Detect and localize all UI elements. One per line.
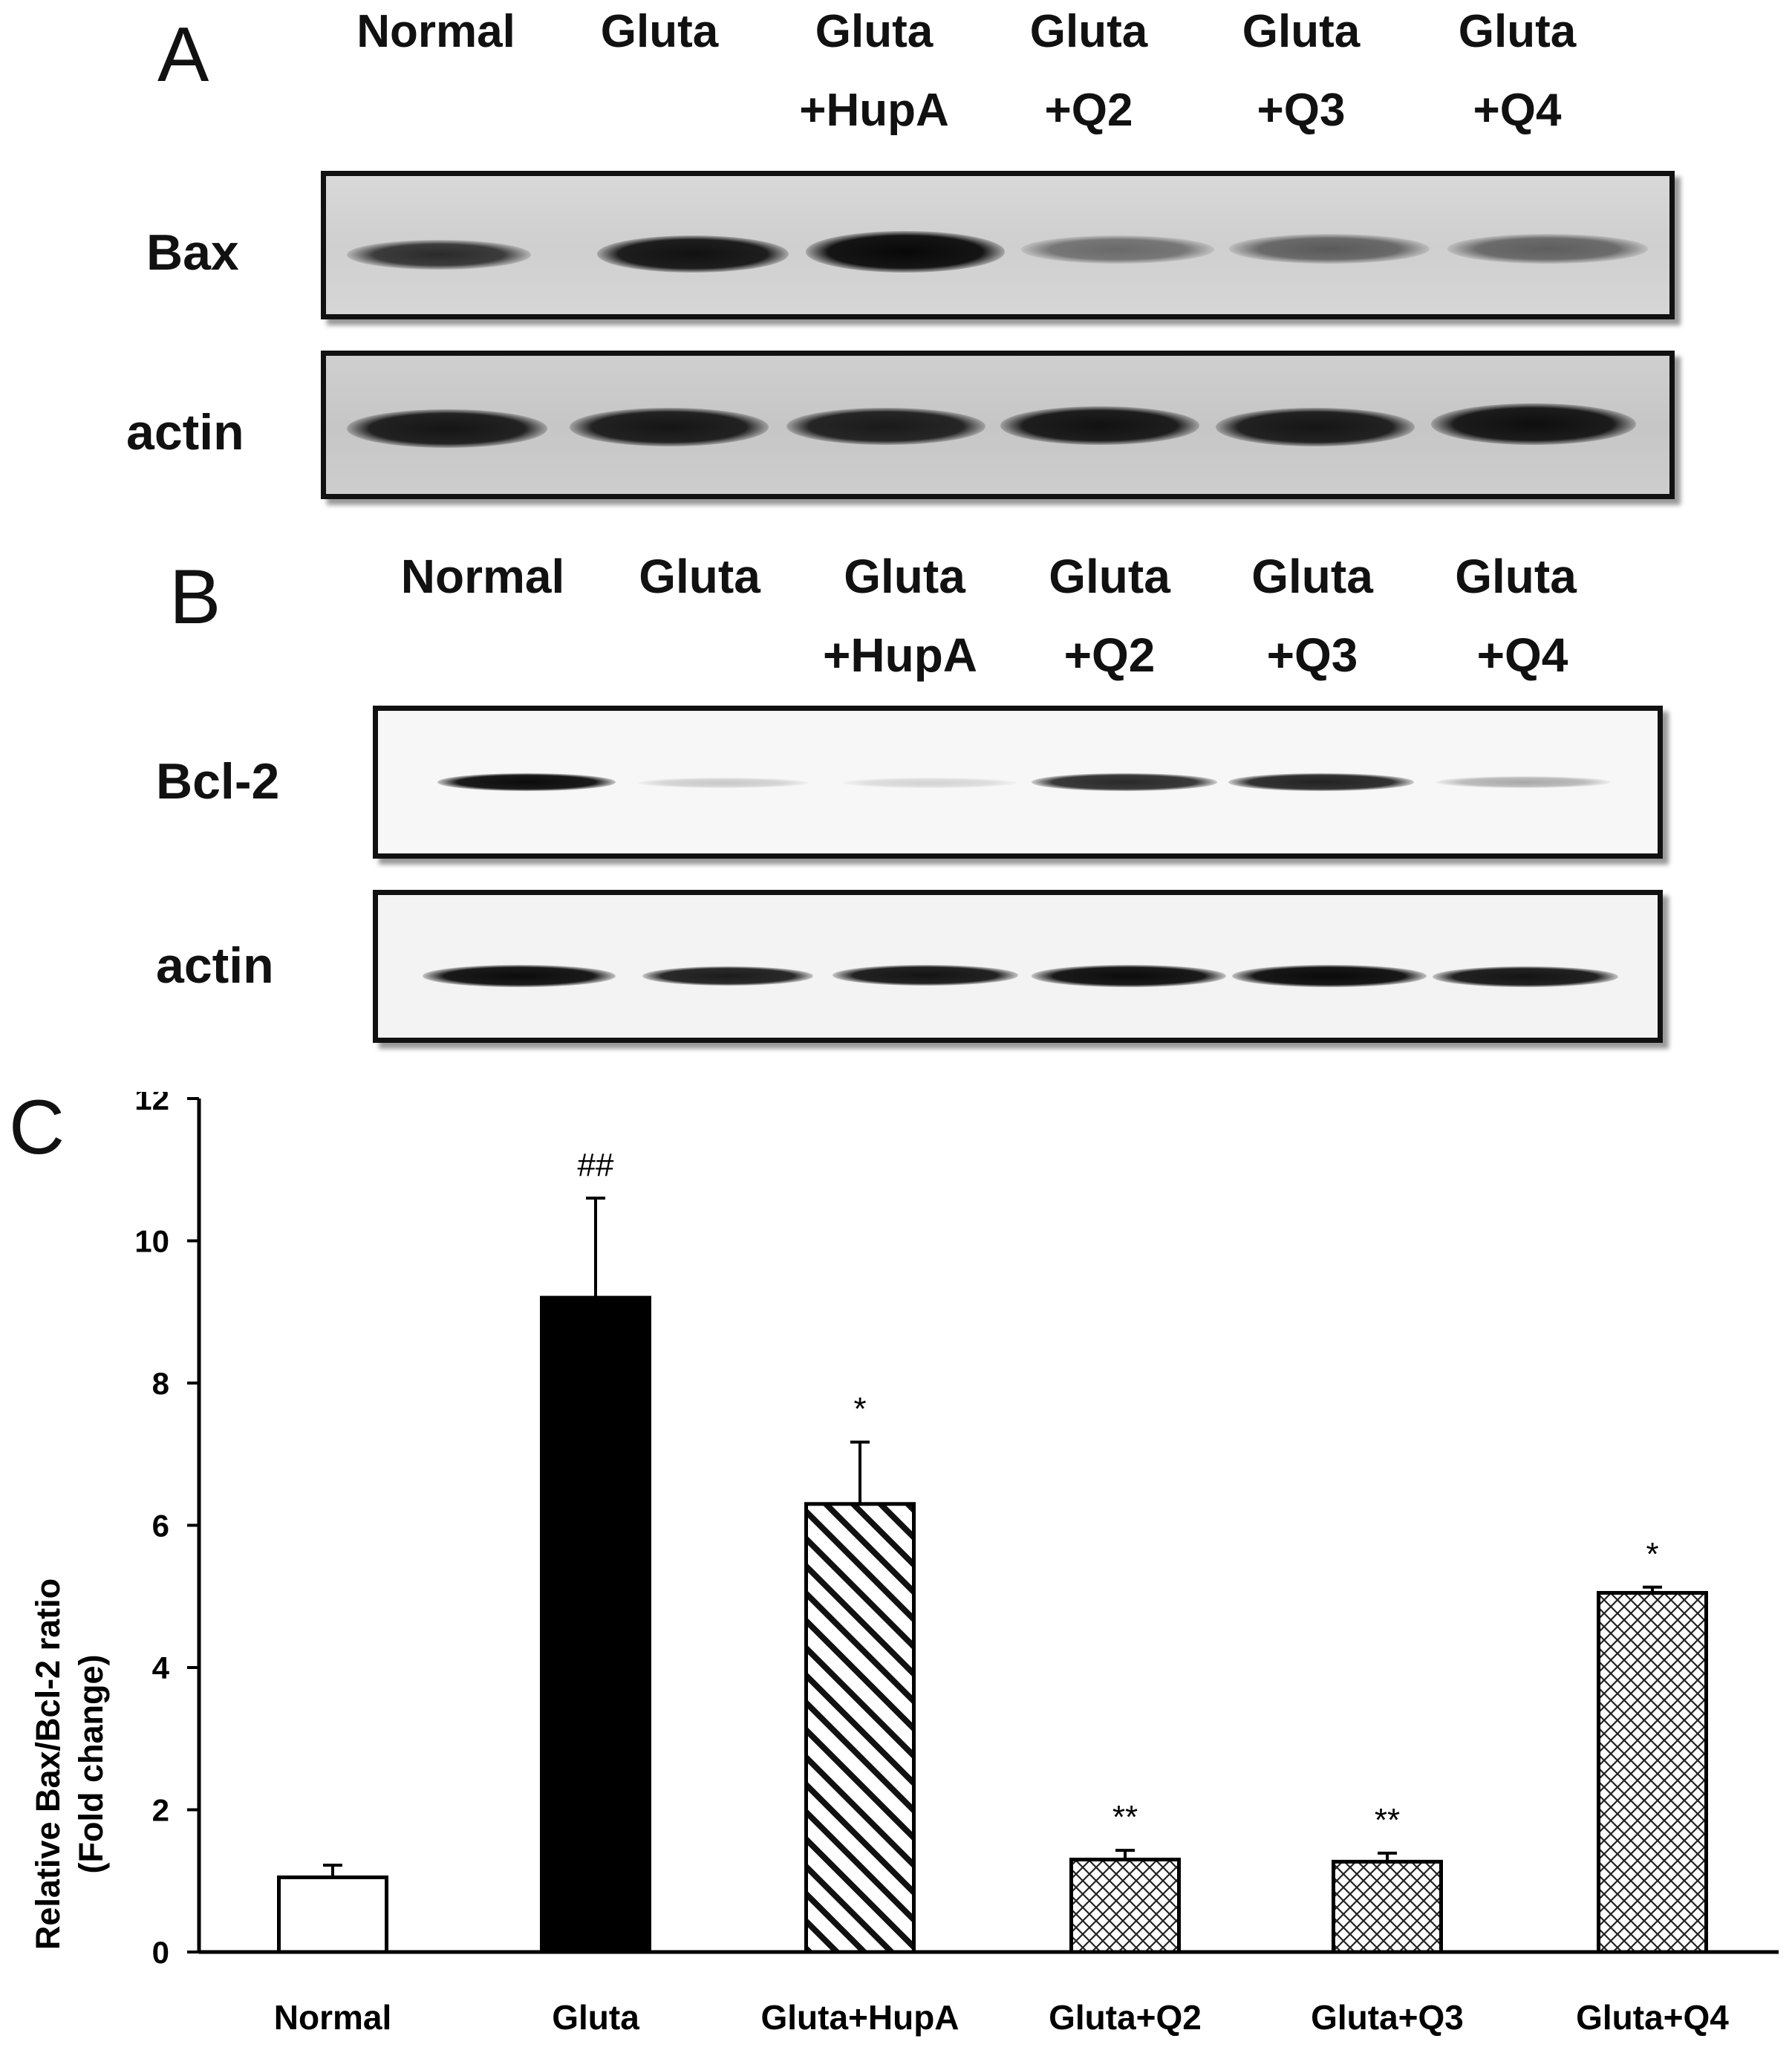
blot-band (1229, 234, 1430, 264)
panel-a-actin-blot (321, 351, 1675, 499)
blot-band (1447, 234, 1648, 264)
significance-label: ** (1375, 1802, 1400, 1838)
blot-band (842, 778, 1017, 788)
blot-band (806, 231, 1005, 273)
panel-b-lane-label: Gluta (1049, 550, 1170, 603)
blot-band (423, 965, 616, 987)
blot-band (642, 966, 813, 986)
blot-band (347, 240, 531, 270)
y-tick-label: 2 (152, 1793, 169, 1828)
y-axis-label-line1: Relative Bax/Bcl-2 ratio (29, 1578, 67, 1950)
panel-a-row-label-bax: Bax (146, 224, 239, 281)
blot-band (786, 408, 985, 445)
x-tick-label: Gluta+Q3 (1311, 1998, 1464, 2037)
blot-band (1032, 965, 1226, 987)
y-tick-label: 10 (134, 1224, 169, 1259)
panel-a-lane-label: Gluta (1029, 6, 1148, 57)
blot-band (1216, 408, 1415, 446)
bar (1069, 1858, 1181, 1954)
panel-b-lane-label: +HupA (823, 628, 977, 682)
blot-band (1433, 966, 1618, 987)
y-axis-label-line2: (Fold change) (72, 1655, 110, 1874)
panel-a-row-label-actin: actin (126, 404, 244, 461)
panel-b-letter: B (169, 554, 221, 640)
blot-band (1000, 406, 1199, 445)
chart-axes: 0 2 4 6 8 10 12 (134, 1092, 1779, 1970)
blot-band (638, 778, 809, 788)
bar (804, 1502, 916, 1954)
chart-bars: Normal ## Gluta * Gluta+HupA ** Gluta+Q2 ** Glut… (274, 1147, 1730, 2037)
significance-label: * (1646, 1536, 1658, 1572)
panel-a-lane-label: Gluta (1458, 6, 1577, 57)
panel-a-lane-label: Gluta (1242, 6, 1361, 57)
blot-band (570, 408, 769, 446)
panel-b-lane-label: Gluta (844, 550, 965, 603)
y-axis-label: Relative Bax/Bcl-2 ratio (Fold change) (29, 1578, 110, 1950)
x-tick-label: Normal (274, 1998, 391, 2037)
x-tick-label: Gluta+HupA (760, 1998, 959, 2037)
panel-b-actin-blot (373, 890, 1663, 1043)
bar-chart: 0 2 4 6 8 10 12 Relative Bax/Bcl-2 ratio (Fold… (29, 1092, 1779, 2037)
panel-a-lane-label: +Q3 (1257, 85, 1346, 136)
significance-label: ** (1112, 1799, 1138, 1835)
panel-a-lane-label: Normal (356, 6, 515, 57)
bar (1597, 1590, 1708, 1954)
significance-label: * (853, 1390, 866, 1427)
blot-band (1436, 776, 1611, 788)
y-tick-label: 4 (152, 1650, 170, 1685)
x-tick-label: Gluta+Q2 (1049, 1998, 1202, 2037)
blot-band (833, 965, 1018, 986)
panel-b-bcl2-blot (373, 706, 1663, 859)
blot-band (1232, 965, 1427, 987)
y-tick-label: 8 (152, 1366, 169, 1401)
panel-a-letter: A (157, 12, 209, 98)
panel-b-row-label-actin: actin (156, 937, 274, 994)
blot-band (1431, 403, 1636, 445)
panel-b-lane-label: +Q4 (1476, 628, 1568, 682)
panel-a-lane-label: Gluta (600, 6, 719, 57)
y-tick-label: 6 (152, 1509, 169, 1543)
x-tick-label: Gluta+Q4 (1576, 1998, 1729, 2037)
blot-band (1032, 773, 1217, 791)
blot-band (597, 235, 789, 273)
y-tick-label: 0 (152, 1935, 169, 1970)
panel-b-lane-label: Normal (400, 550, 565, 603)
panel-b-lane-label: Gluta (1251, 550, 1373, 603)
bar (1332, 1859, 1443, 1954)
panel-a-lane-label: +Q2 (1044, 85, 1133, 136)
panel-b-lane-label: Gluta (639, 550, 760, 603)
panel-b-lane-label: Gluta (1455, 550, 1577, 603)
bar (277, 1875, 388, 1954)
panel-a-lane-label: +HupA (799, 85, 949, 136)
panel-a-lane-label: Gluta (815, 6, 934, 57)
panel-c-letter: C (9, 1084, 65, 1171)
panel-b-row-label-bcl2: Bcl-2 (156, 753, 280, 810)
blot-band (347, 409, 547, 448)
x-tick-label: Gluta (552, 1998, 639, 2037)
y-tick-label: 12 (134, 1092, 169, 1116)
panel-b-lane-label: +Q2 (1063, 628, 1156, 682)
significance-label: ## (578, 1147, 614, 1183)
bar (540, 1295, 651, 1954)
panel-a-bax-blot (321, 171, 1675, 319)
blot-band (1228, 773, 1414, 791)
blot-band (437, 773, 616, 791)
blot-band (1021, 235, 1214, 264)
panel-a-lane-label: +Q4 (1473, 85, 1562, 136)
panel-b-lane-label: +Q3 (1266, 628, 1358, 682)
